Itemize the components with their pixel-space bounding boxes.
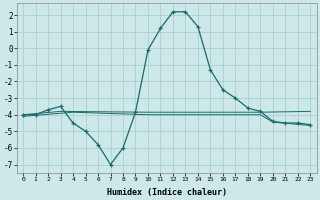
X-axis label: Humidex (Indice chaleur): Humidex (Indice chaleur) — [107, 188, 227, 197]
